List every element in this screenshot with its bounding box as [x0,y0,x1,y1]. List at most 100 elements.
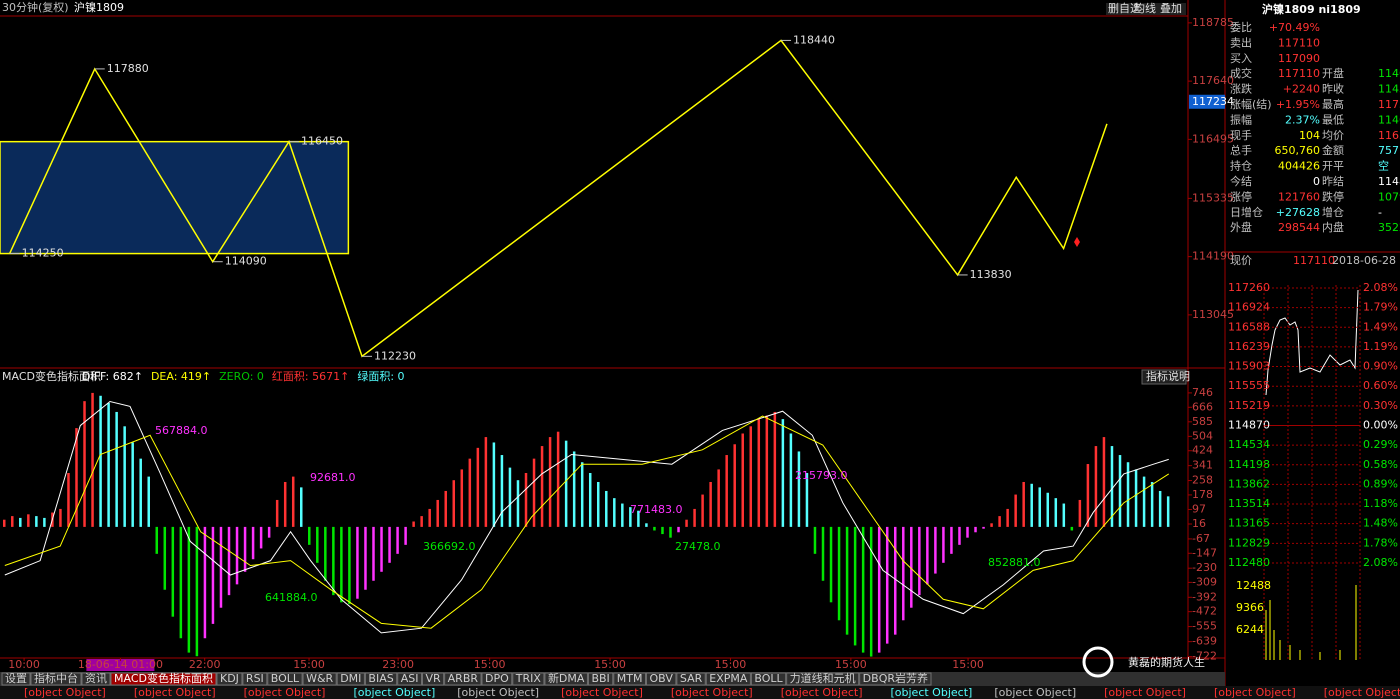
tab[interactable]: DPO [485,672,509,685]
tab[interactable]: EXPMA [709,672,748,685]
quote-value: 0 [1313,175,1320,188]
y-tick-label: -67 [1192,532,1210,545]
quote-value: 650,760 [1275,144,1321,157]
macd-bar [235,526,239,585]
macd-bar [926,526,929,585]
macd-bar [1150,481,1154,527]
signal-marker [1074,237,1080,247]
macd-bar [605,490,608,527]
tab[interactable]: RSI [246,672,264,685]
area-annotation: 366692.0 [423,540,476,553]
vertex-label: 114250 [22,247,64,260]
quote-label: 今结 [1230,174,1252,188]
macd-bar [797,451,801,527]
indicator-legend: 红面积: 5671↑ [272,370,349,383]
y-tick-label: 16 [1192,517,1206,530]
tab[interactable]: VR [425,672,441,685]
tab[interactable]: SAR [680,672,703,685]
macd-bar [597,481,600,527]
tab[interactable]: 新DMA [548,671,585,685]
macd-bar [59,508,62,527]
area-annotation: 215793.0 [795,469,848,482]
y-tick-label: 116495 [1192,132,1234,145]
tab[interactable]: ARBR [448,672,479,685]
vertex-label: 117880 [107,62,149,75]
tab-frame [81,672,111,686]
mini-price-tick: 117260 [1228,281,1270,294]
macd-bar [75,428,78,527]
macd-bar [661,526,664,535]
header-button[interactable]: 叠加 [1160,2,1182,15]
x-tick-label: 22:00 [189,658,221,671]
macd-bar [998,516,1001,527]
tab[interactable]: DMI [340,672,361,685]
last-price-box [1189,94,1225,109]
macd-bar [653,526,656,531]
tab[interactable]: MACD变色指标面积 [114,671,213,685]
vertex-label: 114090 [225,255,267,268]
macd-bar [324,526,327,581]
tab-frame [613,672,646,686]
macd-bar [444,490,447,527]
tab[interactable]: KDJ [220,672,239,685]
status-item: [object Object] [561,686,643,699]
macd-bar [982,526,985,529]
macd-bar [484,437,488,527]
tab[interactable]: OBV [649,672,673,685]
macd-bar [1006,508,1009,527]
tab[interactable]: MTM [617,672,643,685]
y-tick-label: 118785 [1192,16,1234,29]
macd-bar [564,440,568,527]
macd-bar [725,455,728,527]
quote-label: 跌停 [1322,189,1344,203]
tab[interactable]: 资讯 [85,672,107,685]
watermark-icon [1082,646,1114,678]
macd-bar [99,395,102,527]
tab[interactable]: ASI [401,672,419,685]
mini-volume-tick: 9366 [1236,601,1264,614]
mini-pct-tick: 0.90% [1363,360,1398,373]
macd-bar [524,473,528,527]
macd-bar [460,469,464,527]
macd-bar [259,526,263,549]
macd-bar [43,517,46,527]
tab-frame [336,672,365,686]
header-button[interactable]: 删自选 [1108,2,1141,15]
x-tick-label: 15:00 [594,658,626,671]
header-button[interactable]: 均线 [1134,1,1156,15]
tab[interactable]: TRIX [515,672,542,685]
mini-pct-tick: 2.08% [1363,556,1398,569]
macd-bar [508,467,512,527]
tab[interactable]: DBQR岩芳养 [863,671,928,685]
mini-pct-tick: 1.78% [1363,536,1398,549]
macd-bar [1118,455,1122,527]
tab-frame [1,672,31,686]
quote-label: 昨收 [1322,82,1344,96]
tab[interactable]: BIAS [368,672,393,685]
macd-bar [67,473,70,527]
tab[interactable]: 力道线和元机 [790,671,856,685]
intraday-volume [1265,585,1357,660]
tab[interactable]: 指标中台 [34,671,78,685]
macd-bar [918,526,921,596]
mini-price-tick: 114534 [1228,438,1270,451]
quote-label: 最低 [1322,113,1344,126]
macd-bar [805,473,809,527]
macd-bar [243,526,247,572]
y-tick-label: -392 [1192,590,1217,603]
macd-bar [1062,503,1066,527]
tab[interactable]: BOLL [271,672,300,685]
tab[interactable]: W&R [306,672,333,685]
macd-bar [934,526,937,574]
y-tick-label: -230 [1192,561,1217,574]
help-button[interactable]: 指标说明 [1146,369,1190,383]
tab[interactable]: BBI [591,672,609,685]
macd-bar [163,526,167,590]
tab[interactable]: 设置 [5,672,27,685]
quote-value: 1173 [1378,98,1400,111]
y-tick-label: 258 [1192,474,1213,487]
tab[interactable]: BOLL [754,672,783,685]
status-item: [object Object] [353,686,435,699]
macd-bar [693,508,696,527]
macd-bar [1014,494,1017,527]
